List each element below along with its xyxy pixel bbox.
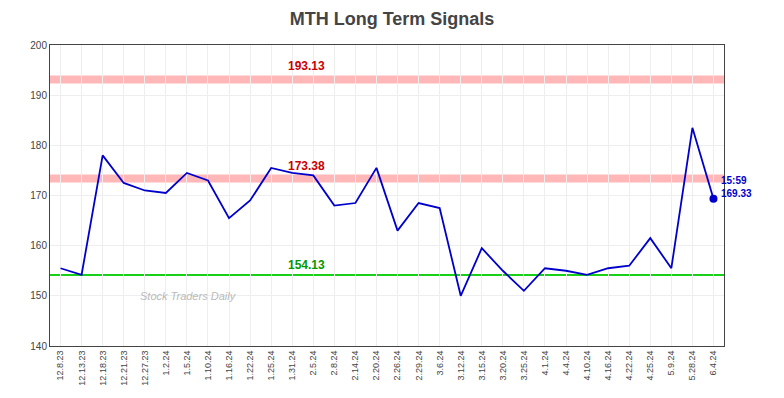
svg-text:12.27.23: 12.27.23 xyxy=(140,351,150,386)
svg-text:190: 190 xyxy=(30,90,47,101)
svg-text:2.14.24: 2.14.24 xyxy=(350,351,360,381)
svg-text:160: 160 xyxy=(30,240,47,251)
svg-text:4.4.24: 4.4.24 xyxy=(561,351,571,376)
svg-text:4.22.24: 4.22.24 xyxy=(624,351,634,381)
svg-text:173.38: 173.38 xyxy=(288,159,325,173)
svg-text:200: 200 xyxy=(30,40,47,51)
svg-text:5.9.24: 5.9.24 xyxy=(666,351,676,376)
svg-text:2.26.24: 2.26.24 xyxy=(392,351,402,381)
svg-text:12.21.23: 12.21.23 xyxy=(119,351,129,386)
svg-text:15:59169.33: 15:59169.33 xyxy=(721,175,752,199)
svg-text:4.16.24: 4.16.24 xyxy=(603,351,613,381)
svg-text:140: 140 xyxy=(30,341,47,352)
svg-text:154.13: 154.13 xyxy=(288,258,325,272)
svg-text:MTH Long Term Signals: MTH Long Term Signals xyxy=(290,9,495,29)
svg-text:180: 180 xyxy=(30,140,47,151)
svg-text:3.12.24: 3.12.24 xyxy=(456,351,466,381)
svg-text:1.22.24: 1.22.24 xyxy=(245,351,255,381)
svg-text:2.8.24: 2.8.24 xyxy=(329,351,339,376)
svg-text:1.10.24: 1.10.24 xyxy=(203,351,213,381)
svg-text:150: 150 xyxy=(30,290,47,301)
svg-text:3.20.24: 3.20.24 xyxy=(498,351,508,381)
svg-text:1.16.24: 1.16.24 xyxy=(224,351,234,381)
svg-text:1.25.24: 1.25.24 xyxy=(266,351,276,381)
svg-text:3.25.24: 3.25.24 xyxy=(519,351,529,381)
svg-text:4.10.24: 4.10.24 xyxy=(582,351,592,381)
svg-text:4.25.24: 4.25.24 xyxy=(645,351,655,381)
svg-text:2.5.24: 2.5.24 xyxy=(308,351,318,376)
svg-text:2.20.24: 2.20.24 xyxy=(371,351,381,381)
svg-text:170: 170 xyxy=(30,190,47,201)
svg-text:1.2.24: 1.2.24 xyxy=(161,351,171,376)
svg-text:3.6.24: 3.6.24 xyxy=(435,351,445,376)
svg-text:193.13: 193.13 xyxy=(288,59,325,73)
svg-text:2.29.24: 2.29.24 xyxy=(414,351,424,381)
svg-text:4.1.24: 4.1.24 xyxy=(540,351,550,376)
svg-text:12.8.23: 12.8.23 xyxy=(55,351,65,381)
svg-text:Stock Traders Daily: Stock Traders Daily xyxy=(140,290,237,302)
svg-text:12.13.23: 12.13.23 xyxy=(77,351,87,386)
svg-text:1.5.24: 1.5.24 xyxy=(182,351,192,376)
svg-text:3.15.24: 3.15.24 xyxy=(477,351,487,381)
svg-text:1.31.24: 1.31.24 xyxy=(287,351,297,381)
svg-text:12.18.23: 12.18.23 xyxy=(98,351,108,386)
svg-text:6.4.24: 6.4.24 xyxy=(708,351,718,376)
svg-text:5.28.24: 5.28.24 xyxy=(687,351,697,381)
